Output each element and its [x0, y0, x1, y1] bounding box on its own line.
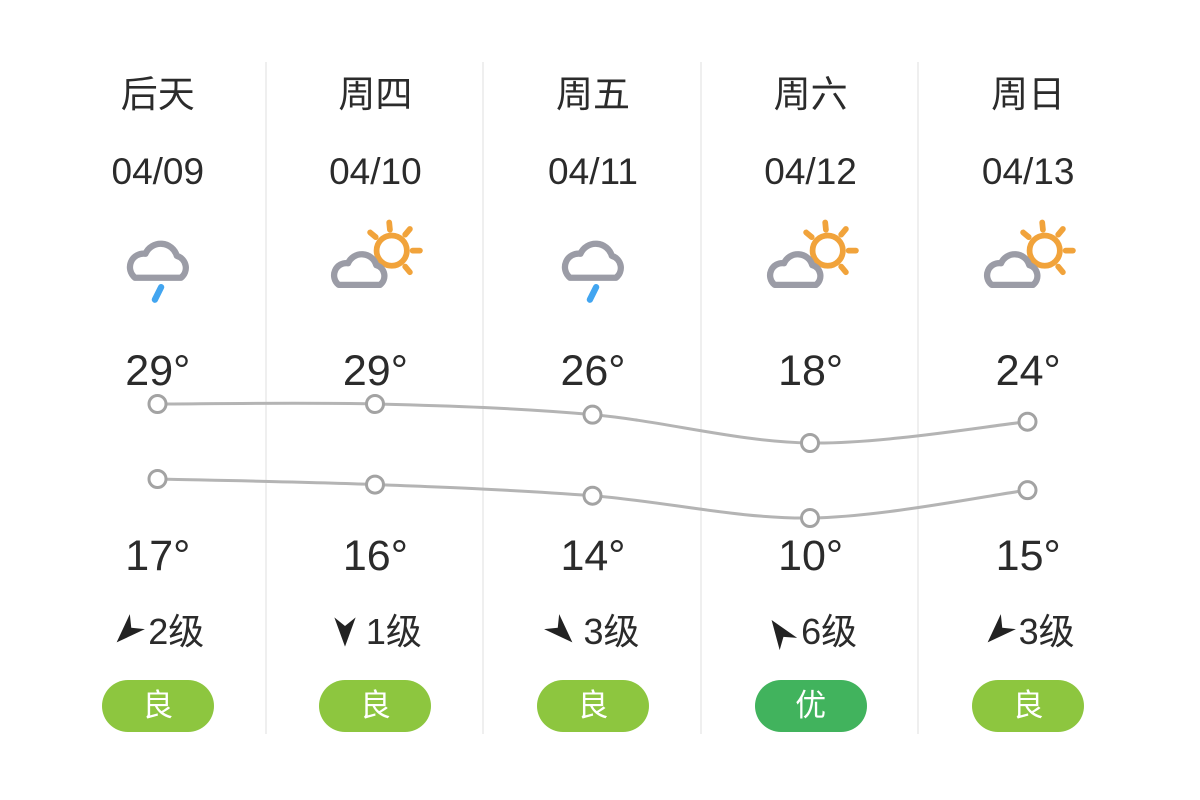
low-temp: 14°: [560, 532, 626, 580]
forecast-column[interactable]: 周四 04/10: [267, 0, 485, 800]
weather-icon: [484, 210, 702, 310]
wind-level-label: 6级: [801, 611, 858, 652]
aqi-badge: 良: [536, 680, 649, 732]
wind-direction-icon: [116, 614, 146, 643]
high-temp: 24°: [995, 347, 1061, 395]
aqi-badge: 优: [754, 680, 867, 732]
column-divider: [700, 62, 702, 734]
wind-info: 6级: [702, 610, 920, 654]
wind-info: 3级: [919, 610, 1137, 654]
day-label: 周四: [338, 74, 413, 115]
wind-info: 3级: [484, 610, 702, 654]
date-label: 04/13: [981, 151, 1075, 192]
wind-level-label: 1级: [365, 611, 422, 652]
light-rain-icon: [540, 213, 646, 307]
weather-icon: [702, 210, 920, 310]
wind-direction-icon: [544, 614, 573, 643]
high-temp: 26°: [560, 347, 626, 395]
low-temp: 16°: [342, 532, 408, 580]
weather-icon: [49, 210, 267, 310]
wind-level-label: 3级: [583, 611, 640, 652]
partly-cloudy-icon: [975, 213, 1081, 307]
wind-level-label: 3级: [1018, 611, 1075, 652]
day-label: 周日: [991, 74, 1066, 115]
low-temp: 17°: [125, 532, 191, 580]
weather-icon: [267, 210, 485, 310]
high-temp: 18°: [778, 347, 844, 395]
date-label: 04/11: [548, 151, 638, 192]
aqi-badge: 良: [972, 680, 1085, 732]
column-divider: [265, 62, 267, 734]
high-temp: 29°: [125, 347, 191, 395]
light-rain-icon: [105, 213, 211, 307]
forecast-column[interactable]: 后天 04/09: [49, 0, 267, 800]
forecast-column[interactable]: 周日 04/13: [919, 0, 1137, 800]
low-temp: 15°: [995, 532, 1061, 580]
date-label: 04/10: [329, 151, 422, 192]
partly-cloudy-icon: [322, 213, 428, 307]
wind-info: 2级: [49, 610, 267, 654]
wind-level-label: 2级: [148, 611, 205, 652]
wind-direction-icon: [334, 617, 356, 647]
wind-direction-icon: [987, 614, 1016, 643]
column-divider: [482, 62, 484, 734]
wind-info: 1级: [267, 610, 485, 654]
high-temp: 29°: [342, 347, 408, 395]
column-divider: [917, 62, 919, 734]
forecast-column[interactable]: 周五 04/11: [484, 0, 702, 800]
five-day-forecast: 后天 04/09: [49, 0, 1137, 800]
day-label: 周五: [555, 74, 630, 115]
weather-icon: [919, 210, 1137, 310]
day-label: 周六: [773, 74, 848, 115]
aqi-badge: 良: [319, 680, 432, 732]
date-label: 04/12: [764, 151, 857, 192]
wind-direction-icon: [771, 619, 798, 651]
low-temp: 10°: [778, 532, 844, 580]
partly-cloudy-icon: [758, 213, 864, 307]
forecast-column[interactable]: 周六 04/12: [702, 0, 920, 800]
date-label: 04/09: [111, 151, 205, 192]
aqi-badge: 良: [101, 680, 214, 732]
day-label: 后天: [120, 74, 195, 115]
